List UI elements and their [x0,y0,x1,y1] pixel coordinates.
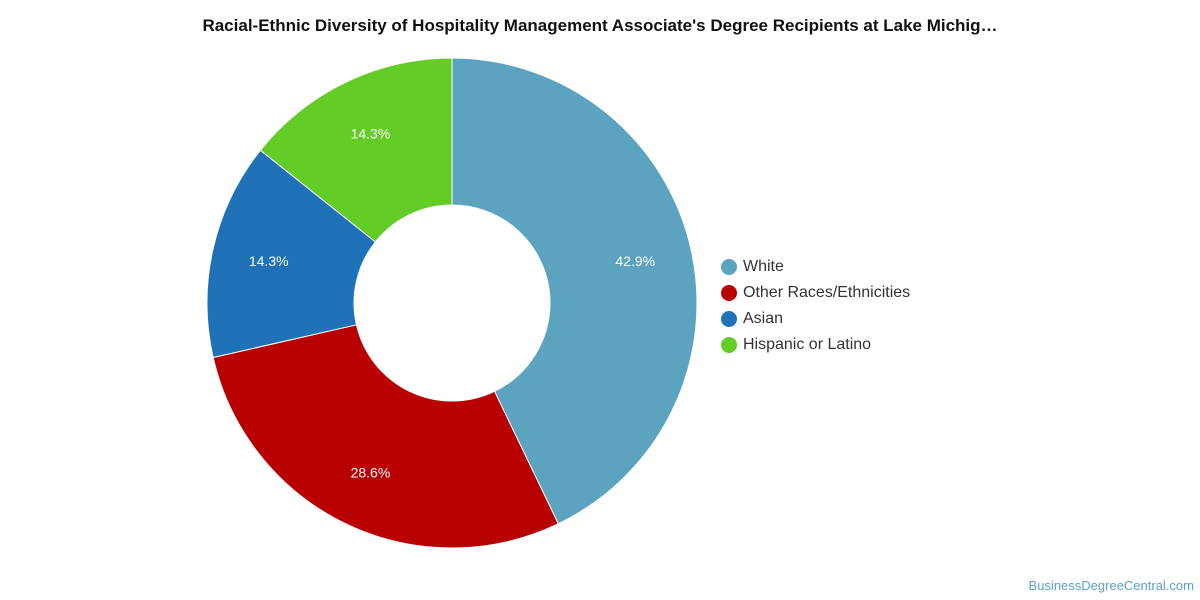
slice-label-hispanic-or-latino: 14.3% [351,126,391,142]
legend-swatch [721,311,737,327]
legend-item-white[interactable]: White [721,254,910,280]
legend-label: Hispanic or Latino [743,336,872,353]
slice-label-asian: 14.3% [249,253,289,269]
legend-swatch [721,259,737,275]
slice-asian[interactable] [206,149,377,359]
legend-swatch [721,285,737,301]
chart-legend: White Other Races/Ethnicities Asian Hisp… [721,254,910,358]
legend-item-hispanic-latino[interactable]: Hispanic or Latino [721,332,910,358]
chart-title: Racial-Ethnic Diversity of Hospitality M… [202,16,998,35]
legend-label: Asian [743,310,784,327]
donut-labels: 42.9% 28.6% 14.3% 14.3% [249,126,655,481]
slice-hispanic-or-latino[interactable] [259,57,453,243]
donut-slices [206,57,698,549]
watermark-link[interactable]: BusinessDegreeCentral.com [1028,578,1194,593]
slice-other-races-ethnicities[interactable] [212,324,559,549]
slice-white[interactable] [451,57,698,525]
legend-item-asian[interactable]: Asian [721,306,910,332]
slice-label-white: 42.9% [615,253,655,269]
legend-label: White [743,258,784,275]
slice-label-other-races-ethnicities: 28.6% [351,464,391,480]
legend-item-other-races[interactable]: Other Races/Ethnicities [721,280,910,306]
legend-swatch [721,337,737,353]
legend-label: Other Races/Ethnicities [743,284,911,301]
